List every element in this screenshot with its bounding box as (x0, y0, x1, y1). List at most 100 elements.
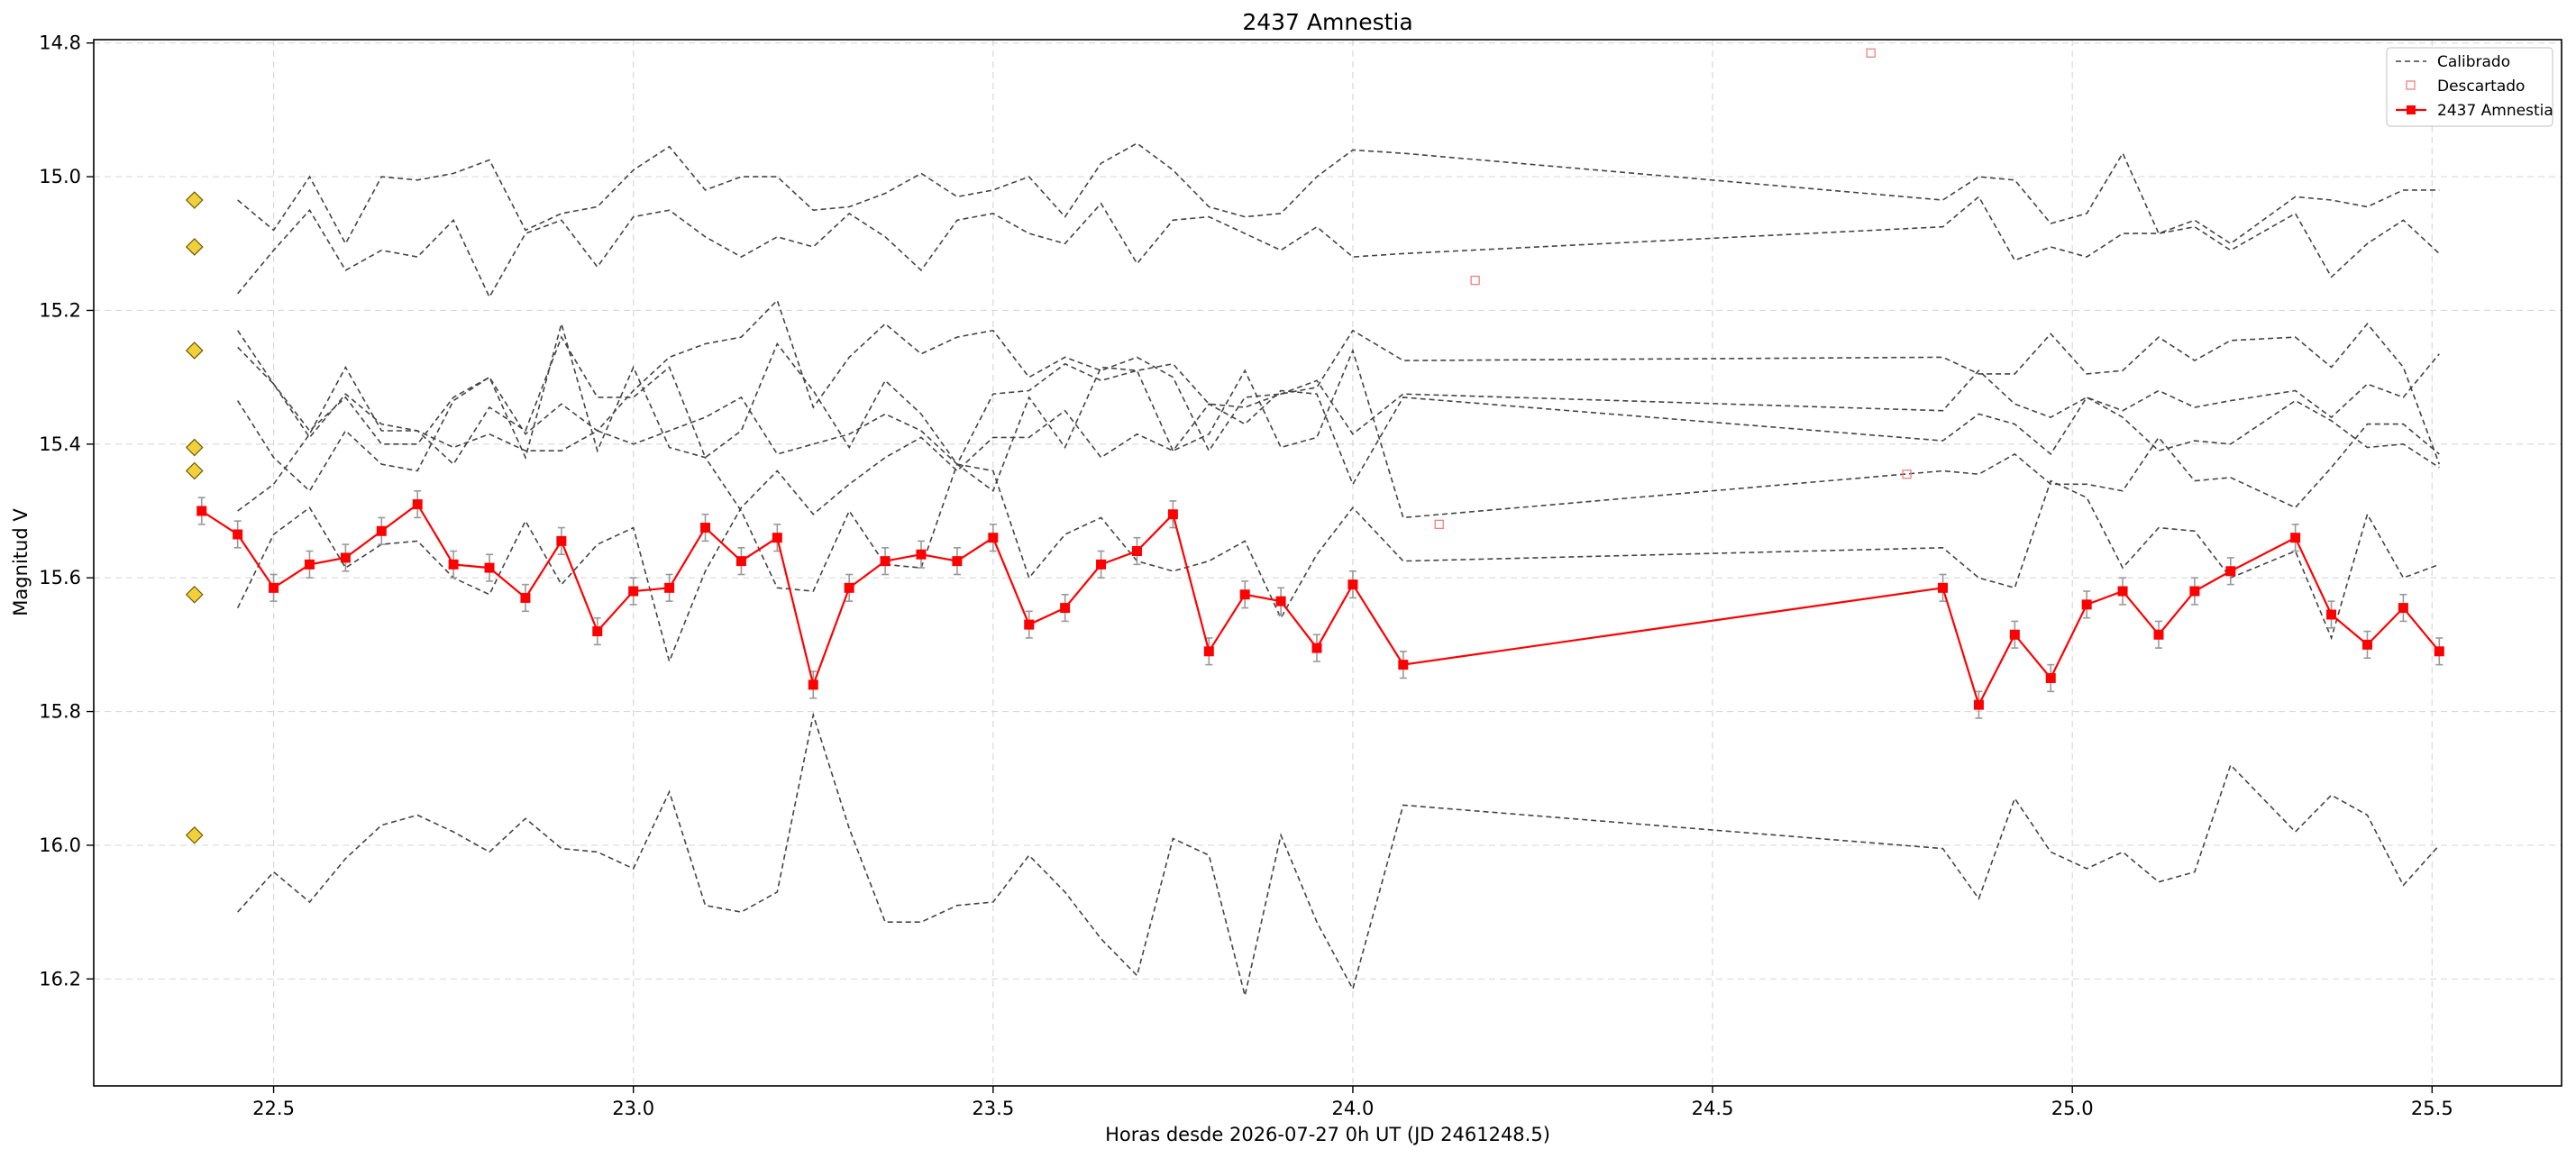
target-point (2225, 566, 2236, 577)
calibrated-star-line (237, 196, 2440, 299)
reference-star-marker (185, 238, 204, 256)
reference-star-marker (185, 585, 204, 604)
target-point (448, 559, 459, 570)
target-point (2326, 609, 2337, 620)
target-point (2434, 646, 2444, 657)
target-point (556, 535, 567, 546)
discarded-points-group (1434, 48, 1912, 529)
target-point (1131, 546, 1142, 557)
x-tick-label: 25.5 (2411, 1098, 2453, 1119)
legend-calibrado-label: Calibrado (2437, 53, 2510, 71)
target-point (844, 582, 854, 593)
x-axis-label: Horas desde 2026-07-27 0h UT (JD 2461248… (1105, 1124, 1550, 1145)
reference-star-marker (185, 438, 204, 457)
y-axis: 14.8 15.0 15.2 15.4 15.6 15.8 16.0 16.2 (39, 32, 94, 989)
grid (94, 40, 2562, 1086)
target-point (1398, 660, 1409, 670)
calibrated-star-line (237, 321, 2440, 592)
target-point (664, 582, 675, 593)
y-tick-label: 15.8 (39, 701, 81, 723)
target-point (484, 562, 495, 573)
legend-box (2386, 47, 2553, 127)
target-point (880, 556, 891, 567)
target-point (1060, 603, 1071, 614)
target-point (772, 533, 782, 543)
x-axis: 22.5 23.0 23.5 24.0 24.5 25.0 25.5 (252, 1086, 2453, 1119)
discarded-point (1434, 519, 1444, 529)
y-tick-label: 15.2 (39, 299, 81, 321)
target-point (628, 586, 639, 597)
x-tick-label: 24.5 (1692, 1098, 1734, 1119)
target-point (2361, 639, 2372, 650)
target-line (201, 502, 2441, 708)
x-tick-label: 22.5 (252, 1098, 295, 1119)
y-tick-label: 16.2 (39, 968, 81, 989)
calibrated-star-line (237, 346, 2440, 466)
target-point (2153, 629, 2164, 640)
target-point (988, 533, 999, 543)
calibrated-star-line (237, 712, 2440, 996)
target-point (1239, 589, 1250, 600)
x-tick-label: 24.0 (1332, 1098, 1375, 1119)
target-point (1203, 646, 1214, 657)
target-point (808, 679, 818, 690)
calibrated-star-line (237, 298, 2441, 465)
reference-star-marker (185, 342, 204, 360)
target-point (1973, 699, 1984, 710)
y-tick-label: 16.0 (39, 834, 81, 856)
target-point (592, 626, 603, 637)
y-tick-label: 14.8 (39, 32, 81, 54)
target-point (1311, 643, 1322, 653)
target-point (2189, 586, 2200, 597)
calibrated-star-line (236, 348, 2440, 664)
target-point (1938, 582, 1949, 593)
target-point (376, 525, 387, 536)
target-point (735, 556, 746, 567)
target-point (916, 549, 927, 560)
target-point (1024, 619, 1035, 630)
target-point (1275, 596, 1286, 606)
y-tick-label: 15.6 (39, 567, 81, 588)
reference-star-marker (185, 825, 204, 844)
target-point (2398, 603, 2408, 614)
calibrated-series-group (236, 142, 2441, 996)
y-axis-label: Magnitud V (10, 508, 32, 616)
target-point (2045, 672, 2056, 683)
plot-frame (93, 39, 2562, 1087)
discarded-point (1866, 48, 1876, 58)
target-point (233, 529, 243, 540)
legend-descartado-label: Descartado (2437, 78, 2525, 96)
x-tick-label: 25.0 (2051, 1098, 2094, 1119)
target-point (1167, 509, 1178, 520)
target-point (412, 499, 423, 510)
y-tick-label: 15.0 (39, 166, 81, 187)
legend: Calibrado Descartado 2437 Amnestia (2386, 47, 2553, 127)
target-point (520, 592, 531, 603)
target-point (269, 582, 279, 593)
target-point (2117, 586, 2128, 597)
reference-star-marker (185, 191, 204, 209)
target-point (2009, 629, 2020, 640)
calibrated-star-line (237, 142, 2440, 245)
target-point (196, 506, 207, 516)
target-point (304, 559, 315, 570)
calibrated-star-line (237, 335, 2440, 641)
target-point (1096, 559, 1107, 570)
target-point (1347, 579, 1358, 590)
target-series-group (196, 489, 2444, 719)
legend-descartado-swatch (2406, 80, 2416, 90)
reference-star-marker (185, 461, 204, 480)
y-tick-label: 15.4 (39, 433, 81, 455)
discarded-point (1902, 470, 1912, 479)
reference-stars-group (185, 191, 204, 844)
target-point (340, 552, 351, 563)
x-tick-label: 23.5 (972, 1098, 1014, 1119)
legend-target-swatch-marker (2407, 105, 2416, 114)
discarded-point (1470, 275, 1480, 286)
target-point (700, 523, 711, 533)
target-point (2081, 599, 2092, 610)
x-tick-label: 23.0 (612, 1098, 654, 1119)
chart-title: 2437 Amnestia (1242, 9, 1412, 35)
target-point (2290, 533, 2301, 543)
